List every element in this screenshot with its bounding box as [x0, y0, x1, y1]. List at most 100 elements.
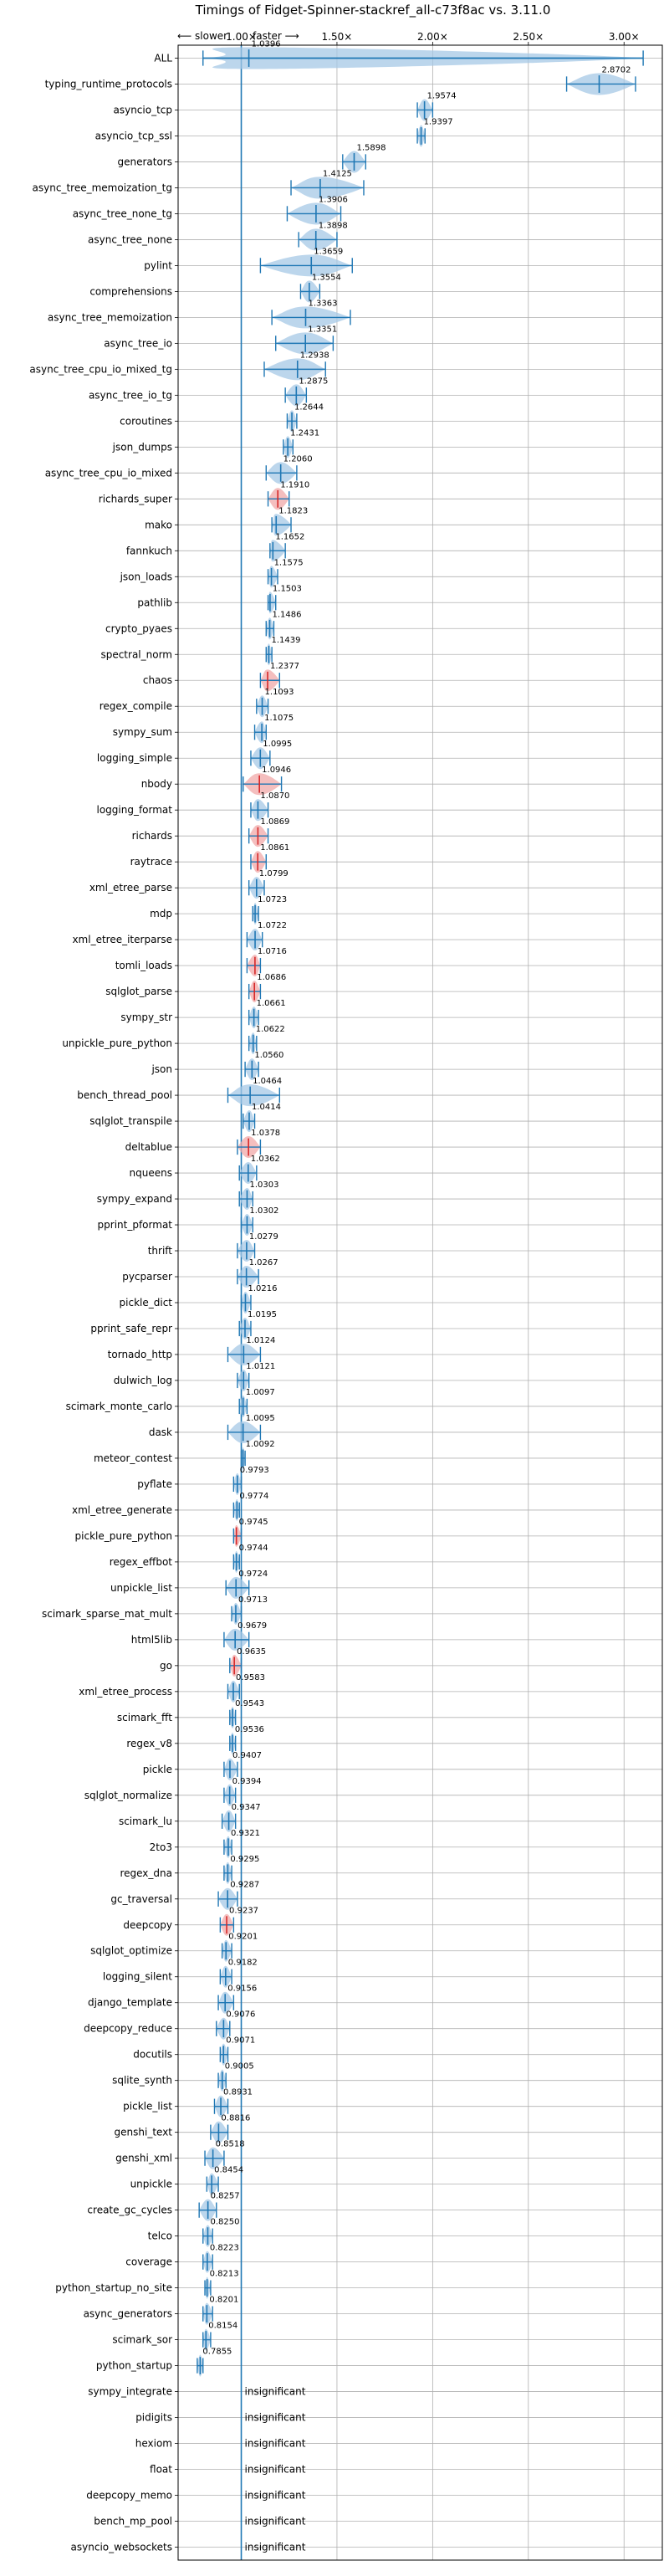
benchmark-label: pprint_safe_repr — [90, 1323, 172, 1334]
benchmark-label: regex_v8 — [126, 1738, 172, 1749]
benchmark-label: pycparser — [122, 1271, 172, 1283]
benchmark-label: xml_etree_process — [79, 1686, 172, 1698]
benchmark-label: sympy_expand — [97, 1193, 172, 1205]
value-label: 1.0092 — [246, 1440, 275, 1449]
benchmark-label: nqueens — [130, 1167, 172, 1179]
value-label: 1.3351 — [308, 325, 337, 334]
value-label: 0.9744 — [239, 1544, 268, 1553]
benchmark-label: pathlib — [137, 597, 172, 608]
benchmark-label: bench_thread_pool — [77, 1089, 172, 1101]
benchmark-label: coroutines — [120, 415, 172, 427]
insignificant-label: insignificant — [245, 2438, 306, 2450]
benchmark-label: unpickle_list — [110, 1582, 172, 1594]
value-label: 1.0303 — [249, 1180, 278, 1190]
value-label: 1.0121 — [246, 1362, 275, 1371]
value-label: 0.9201 — [228, 1933, 258, 1942]
benchmark-label: async_tree_none_tg — [73, 207, 172, 219]
benchmark-label: regex_effbot — [110, 1556, 173, 1568]
x-axis-ticks: 1.00× 1.50× 2.00× 2.50× 3.00× — [226, 31, 640, 45]
benchmark-label: logging_simple — [97, 752, 172, 764]
benchmark-label: sqlglot_normalize — [84, 1790, 172, 1801]
benchmark-label: json_dumps — [112, 441, 172, 453]
value-label: 0.9295 — [230, 1855, 259, 1864]
benchmark-label: fannkuch — [126, 545, 172, 556]
value-label: 1.0946 — [262, 766, 291, 775]
value-label: 0.8223 — [210, 2244, 239, 2253]
benchmark-label: chaos — [143, 674, 172, 686]
value-label: 1.1823 — [278, 506, 308, 515]
value-label: 0.9536 — [235, 1725, 264, 1734]
value-label: 1.0279 — [249, 1232, 278, 1242]
value-label: 0.9071 — [226, 2036, 255, 2046]
value-label: 1.3906 — [319, 195, 348, 204]
value-label: 1.0661 — [257, 999, 286, 1008]
value-label: 1.1910 — [280, 480, 309, 489]
benchmark-label: scimark_fft — [117, 1712, 172, 1723]
benchmark-label: scimark_sparse_mat_mult — [42, 1608, 172, 1620]
benchmark-label: pprint_pformat — [98, 1219, 173, 1231]
benchmark-label: docutils — [133, 2049, 172, 2061]
value-label: 2.8702 — [602, 65, 631, 74]
benchmark-label: pidigits — [135, 2412, 172, 2424]
value-label: 1.1652 — [275, 532, 304, 541]
insignificant-label: insignificant — [245, 2490, 306, 2502]
value-label: 1.3554 — [312, 273, 341, 282]
value-label: 1.1075 — [264, 714, 294, 723]
benchmark-label: async_tree_memoization_tg — [33, 182, 172, 193]
value-label: 1.1503 — [273, 584, 302, 593]
benchmark-label: tornado_http — [108, 1349, 172, 1360]
benchmark-label: logging_silent — [103, 1971, 172, 1983]
benchmark-label: richards — [132, 830, 172, 842]
slower-direction-label: ⟵ slower — [177, 30, 227, 42]
benchmark-label: richards_super — [99, 493, 172, 504]
value-label: 1.2060 — [283, 454, 313, 463]
value-label: 1.0995 — [263, 740, 292, 749]
benchmark-label: dulwich_log — [114, 1375, 172, 1386]
benchmark-label: coverage — [125, 2256, 172, 2268]
benchmark-label: regex_compile — [100, 700, 172, 712]
benchmark-label: scimark_monte_carlo — [66, 1401, 172, 1412]
value-label: 1.0195 — [248, 1310, 277, 1319]
value-label: 0.9287 — [230, 1881, 259, 1890]
benchmark-label: html5lib — [131, 1634, 172, 1646]
value-label: 1.0861 — [260, 843, 289, 853]
benchmark-label: logging_format — [96, 804, 172, 816]
benchmark-label: asyncio_tcp — [113, 104, 172, 115]
value-label: 1.0622 — [256, 1025, 285, 1034]
benchmark-label: spectral_norm — [100, 648, 172, 660]
benchmark-label: xml_etree_generate — [72, 1504, 172, 1516]
benchmark-label: mdp — [150, 908, 172, 919]
benchmark-label: asyncio_tcp_ssl — [95, 130, 172, 141]
benchmark-label: deltablue — [125, 1141, 172, 1153]
value-label: 0.9237 — [229, 1907, 258, 1916]
value-label: 1.2377 — [270, 662, 299, 671]
x-tick-label: 1.00× — [226, 31, 257, 43]
benchmark-label: unpickle — [130, 2179, 172, 2190]
value-label: 0.8154 — [208, 2322, 237, 2331]
benchmark-label: python_startup_no_site — [55, 2282, 172, 2294]
value-label: 1.0378 — [251, 1129, 280, 1138]
value-label: 1.3898 — [319, 221, 348, 230]
value-label: 1.5898 — [356, 143, 386, 152]
value-label: 1.0722 — [258, 921, 287, 930]
benchmark-label: scimark_sor — [112, 2334, 172, 2346]
value-label: 0.9005 — [225, 2062, 254, 2072]
value-label: 1.1486 — [273, 610, 302, 619]
benchmark-label: go — [160, 1660, 172, 1672]
benchmark-label: async_tree_cpu_io_mixed — [45, 467, 172, 479]
benchmark-label: sympy_sum — [113, 726, 172, 738]
value-label: 1.0560 — [254, 1051, 283, 1060]
benchmark-label: json_loads — [120, 571, 172, 582]
value-label: 0.9156 — [227, 1984, 257, 1994]
benchmark-label: float — [150, 2464, 172, 2476]
value-label: 0.7855 — [202, 2348, 232, 2357]
value-label: 1.0095 — [246, 1414, 275, 1423]
value-label: 1.0396 — [252, 39, 281, 49]
benchmark-label: genshi_xml — [115, 2153, 172, 2164]
value-label: 1.1093 — [265, 688, 294, 697]
value-label: 0.9076 — [226, 2010, 255, 2020]
value-label: 1.9574 — [427, 91, 457, 100]
value-label: 0.9679 — [237, 1621, 267, 1631]
value-label: 0.9774 — [239, 1492, 268, 1501]
